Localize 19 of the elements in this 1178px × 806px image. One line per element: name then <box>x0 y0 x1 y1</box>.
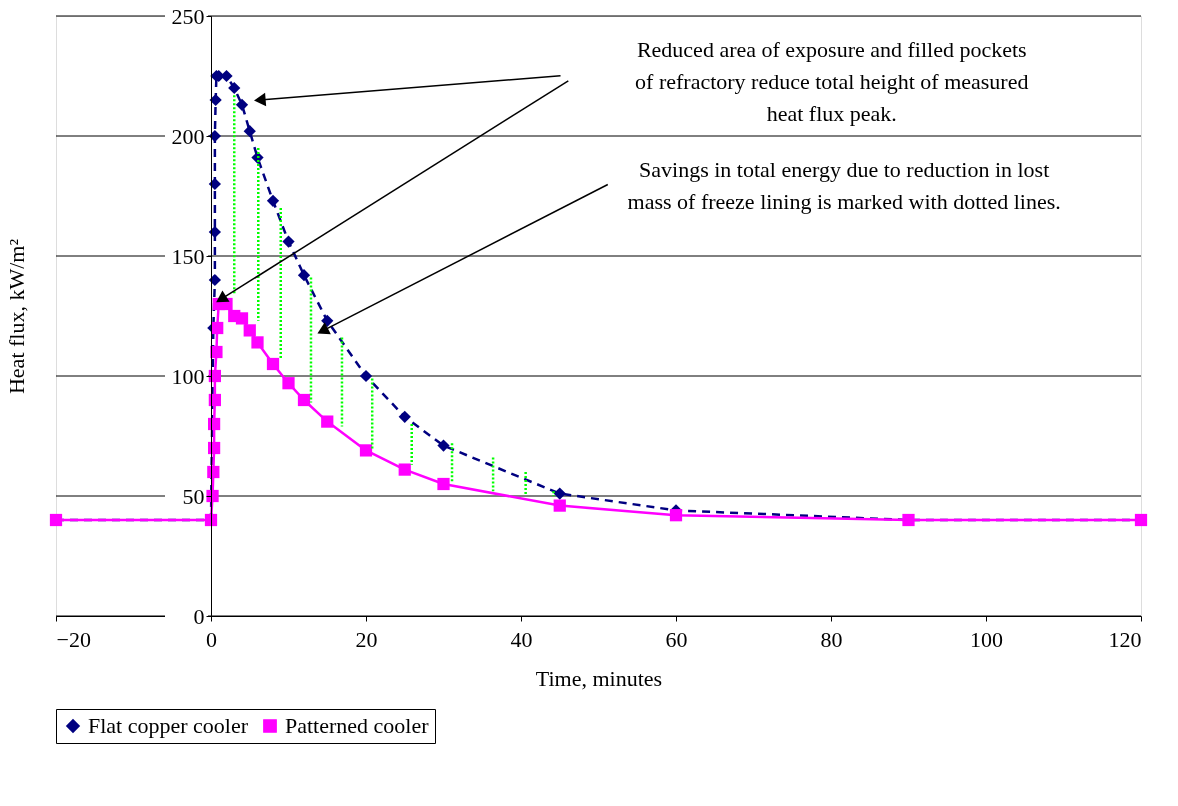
y-tick-label: 200 <box>171 123 205 149</box>
x-tick-label: −20 <box>56 626 91 652</box>
annotation: Reduced area of exposure and filled pockets of refractory reduce total height of measured heat flux peak. <box>635 37 1029 126</box>
y-tick-label: 100 <box>171 363 205 389</box>
annotation: Savings in total energy due to reduction in lost mass of freeze lining is marked with dotted lines. <box>627 157 1061 214</box>
y-tick-label: 0 <box>193 603 205 629</box>
x-tick-label: 80 <box>820 626 843 652</box>
x-tick-label: 40 <box>510 626 533 652</box>
legend-label: Flat copper cooler <box>88 713 249 738</box>
x-tick-label: 100 <box>970 626 1003 652</box>
y-axis-title: Heat flux, kW/m² <box>3 238 29 395</box>
legend-label: Patterned cooler <box>285 713 430 738</box>
x-tick-label: 20 <box>355 626 378 652</box>
x-axis-title: Time, minutes <box>535 665 663 691</box>
y-tick-label: 250 <box>171 3 205 29</box>
y-tick-label: 150 <box>171 243 205 269</box>
y-tick-label: 50 <box>182 483 205 509</box>
x-tick-label: 60 <box>665 626 688 652</box>
x-tick-label: 120 <box>1108 626 1142 652</box>
